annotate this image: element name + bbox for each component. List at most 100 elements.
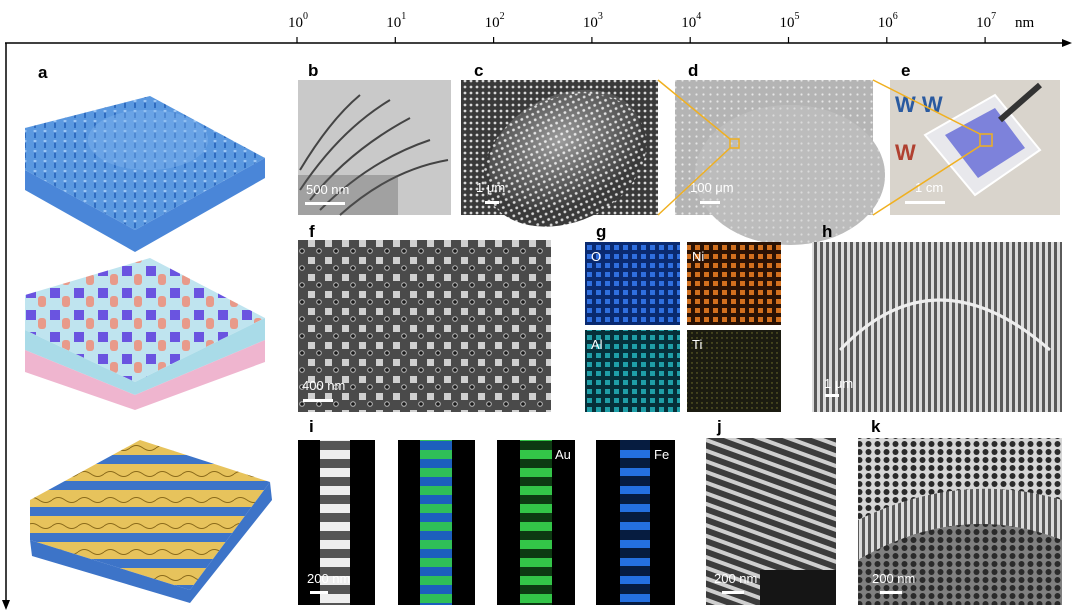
element-label: Al xyxy=(591,337,603,352)
figure-shape xyxy=(872,145,981,216)
tick-exponent: 3 xyxy=(598,11,603,22)
panel-label: c xyxy=(474,61,483,80)
figure-shape xyxy=(905,201,945,204)
scale-bar-label: 400 nm xyxy=(302,378,345,393)
scale-bar-label: 200 nm xyxy=(307,571,350,586)
figure-shape xyxy=(695,105,885,245)
figure-shape xyxy=(299,94,449,216)
tick-exponent: 5 xyxy=(795,11,800,22)
panel-i: 200 nm Au Fe i xyxy=(298,417,675,605)
panel-k: 200 nm k xyxy=(858,417,1062,605)
figure-shape xyxy=(585,242,680,325)
tick-base: 10 xyxy=(681,15,696,31)
tick-base: 10 xyxy=(288,15,303,31)
figure-shape xyxy=(25,258,265,382)
figure-shape xyxy=(729,138,740,149)
panel-a: a xyxy=(25,63,272,603)
figure-shape xyxy=(880,591,902,594)
tick-base: 10 xyxy=(878,15,893,31)
axis-unit: nm xyxy=(1015,15,1035,31)
element-label: Ti xyxy=(692,337,702,352)
zoom-lines xyxy=(657,79,981,216)
figure-shape xyxy=(585,330,680,412)
figure-shape xyxy=(998,82,1042,123)
scale-bar-label: 1 μm xyxy=(824,376,853,391)
panel-label: d xyxy=(688,61,698,80)
tick-exponent: 6 xyxy=(893,11,898,22)
tick-exponent: 2 xyxy=(500,11,505,22)
scale-bar-label: 200 nm xyxy=(872,571,915,586)
figure-shape xyxy=(700,201,720,204)
panel-label: g xyxy=(596,222,606,241)
figure-shape xyxy=(420,440,452,605)
tick-exponent: 4 xyxy=(696,11,701,22)
scale-bar-label: 100 μm xyxy=(690,180,734,195)
figure-shape xyxy=(687,242,781,325)
element-label: Au xyxy=(555,447,571,462)
figure-shape xyxy=(1062,39,1072,47)
tick-exponent: 7 xyxy=(991,11,996,22)
figure-shape xyxy=(979,133,993,147)
scale-bar-label: 1 cm xyxy=(915,180,943,195)
scale-axis: nm 10 0 10 1 10 2 10 3 10 4 10 5 10 6 10 7 xyxy=(2,11,1072,610)
figure-shape xyxy=(945,108,1025,178)
figure-shape xyxy=(298,80,451,215)
element-label: O xyxy=(591,249,601,264)
figure-shape xyxy=(305,202,345,205)
panel-label: i xyxy=(309,417,314,436)
element-label: Ni xyxy=(692,249,704,264)
figure-shape xyxy=(303,399,333,402)
panel-c: 1 μm c xyxy=(461,61,658,227)
panel-h: 1 μm h xyxy=(812,222,1062,412)
element-label: Fe xyxy=(654,447,669,462)
figure-shape xyxy=(25,158,265,252)
tick-exponent: 0 xyxy=(303,11,308,22)
tick-exponent: 1 xyxy=(401,11,406,22)
tick-base: 10 xyxy=(583,15,598,31)
scale-bar-label: 1 μm xyxy=(476,180,505,195)
figure-shape xyxy=(620,440,650,605)
figure-shape xyxy=(657,147,731,216)
panel-label: j xyxy=(716,417,722,436)
panel-label: e xyxy=(901,61,910,80)
figure-shape xyxy=(298,175,398,215)
figure-shape xyxy=(320,440,350,605)
figure-shape xyxy=(722,591,744,594)
figure-shape xyxy=(520,440,552,605)
panel-label: h xyxy=(822,222,832,241)
panel-e: W W W 1 cm e xyxy=(890,61,1060,215)
panel-j: 200 nm j xyxy=(706,417,836,605)
panel-label: f xyxy=(309,222,315,241)
figure-shape xyxy=(485,201,499,204)
panel-label: k xyxy=(871,417,881,436)
figure-shape xyxy=(840,300,1050,390)
panel-d: 100 μm d xyxy=(675,61,885,245)
figure-shape xyxy=(872,79,981,135)
panel-g: O Ni Al Ti g xyxy=(585,222,781,412)
figure-shape xyxy=(310,591,328,594)
figure-shape xyxy=(657,79,731,140)
tick-base: 10 xyxy=(780,15,795,31)
figure-shape xyxy=(30,482,272,603)
panel-f: 400 nm f xyxy=(298,222,551,412)
figure-shape xyxy=(25,340,265,410)
figure-shape xyxy=(825,394,839,397)
figure-shape xyxy=(2,600,10,610)
panel-label: a xyxy=(38,63,48,82)
figure-shape xyxy=(838,298,1051,352)
figure-shape xyxy=(88,110,208,170)
figure-shape xyxy=(760,570,836,605)
tick-base: 10 xyxy=(485,15,500,31)
figure-shape xyxy=(30,440,270,590)
panel-label: b xyxy=(308,61,318,80)
scale-bar-label: 200 nm xyxy=(714,571,757,586)
tick-base: 10 xyxy=(976,15,991,31)
figure-shape xyxy=(298,240,551,412)
panel-b: 500 nm b xyxy=(298,61,451,216)
figure-shape: W W xyxy=(895,92,943,117)
scale-bar-label: 500 nm xyxy=(306,182,349,197)
figure-shape xyxy=(25,318,265,395)
figure-shape xyxy=(858,488,1062,560)
figure-shape: W xyxy=(895,140,916,165)
